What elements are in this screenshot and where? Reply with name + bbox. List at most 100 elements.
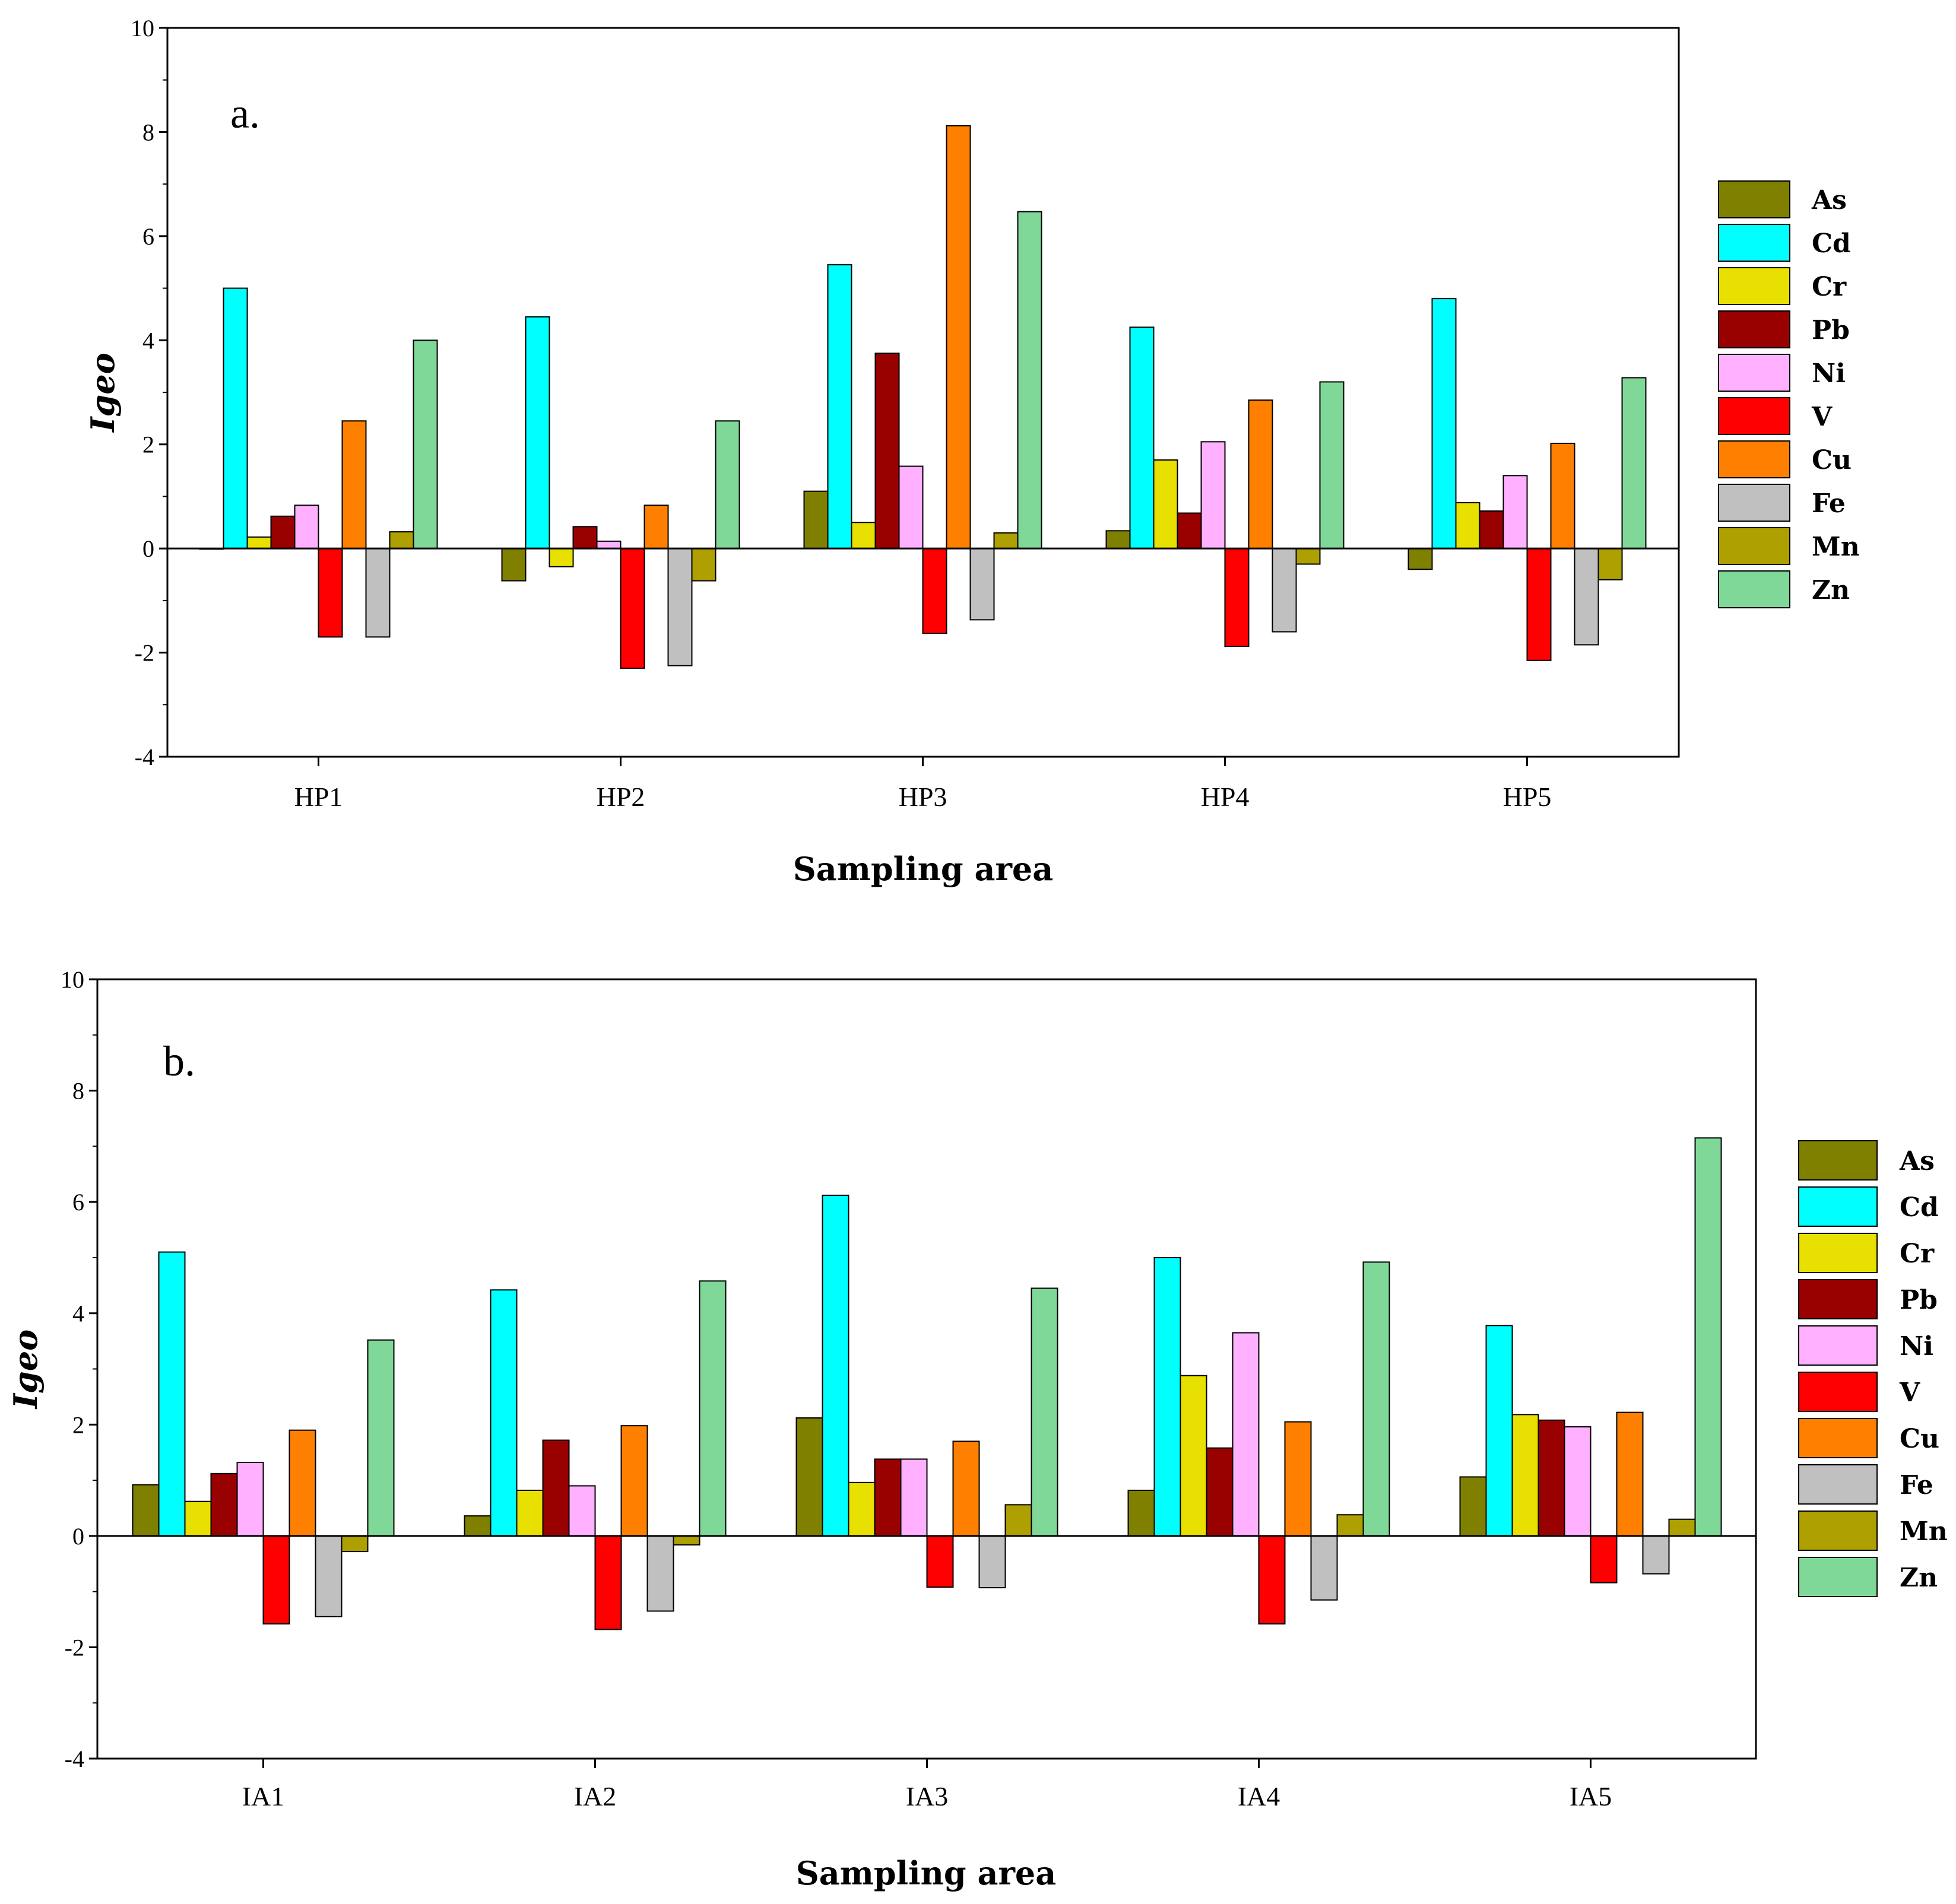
bar-cr [1511, 1414, 1539, 1537]
bar-cu [1248, 399, 1273, 550]
legend-swatch-cd [1798, 1186, 1878, 1227]
bar-fe [1642, 1535, 1670, 1575]
bar-cr [246, 536, 272, 550]
y-tick-label: -4 [135, 744, 154, 770]
bar-ni [898, 465, 924, 550]
bar-cu [1616, 1411, 1644, 1537]
bar-cu [289, 1429, 316, 1537]
chart-panel-b: b. -4 -2 0 2 4 6 8 10 Igeo Sampling area IA1 IA2 IA3… [7, 966, 1948, 1892]
bar-cd [827, 264, 852, 550]
legend-label: Fe [1812, 488, 1846, 519]
bar-pb [210, 1473, 238, 1537]
bar-cd [525, 316, 550, 550]
bar-cu [1284, 1421, 1312, 1537]
x-tick-label: HP4 [1201, 782, 1250, 812]
panel-label: b. [163, 1037, 195, 1085]
legend-swatch-pb [1718, 310, 1790, 348]
bar-cd [1129, 326, 1155, 550]
legend-swatch-fe [1798, 1464, 1878, 1505]
bar-mn [1004, 1504, 1032, 1537]
y-tick-label: 6 [142, 223, 154, 250]
legend-label: Pb [1812, 315, 1850, 345]
bar-cr [851, 522, 876, 550]
y-tick-label: 6 [72, 1189, 84, 1216]
bar-mn [1668, 1518, 1696, 1537]
bar-zn [413, 339, 438, 550]
legend-swatch-cd [1718, 224, 1790, 262]
bar-cr [1180, 1375, 1207, 1537]
bar-pb [874, 1458, 902, 1537]
y-tick-label: 0 [72, 1523, 84, 1550]
legend-swatch-cu [1798, 1418, 1878, 1458]
bar-cr [1153, 459, 1178, 550]
bar-zn [1621, 377, 1647, 550]
bar-ni [900, 1458, 928, 1537]
bar-cd [158, 1251, 186, 1537]
legend-label: Pb [1900, 1285, 1938, 1315]
bar-pb [1479, 510, 1504, 550]
x-tick-label: HP3 [899, 782, 947, 812]
x-tick-label: HP1 [294, 782, 343, 812]
legend-label: Cr [1900, 1239, 1935, 1269]
bar-mn [993, 532, 1019, 550]
legend-swatch-cr [1718, 267, 1790, 305]
bar-zn [1694, 1137, 1722, 1537]
bar-as [803, 490, 829, 550]
legend-swatch-cu [1718, 440, 1790, 478]
bar-mn [1597, 548, 1623, 580]
bar-pb [572, 526, 598, 550]
legend-label: As [1811, 185, 1847, 215]
legend-label: As [1899, 1146, 1935, 1176]
bar-as [1459, 1476, 1487, 1537]
legend-swatch-mn [1718, 527, 1790, 565]
bar-zn [1017, 211, 1042, 550]
y-tick-label: -2 [65, 1634, 84, 1661]
bar-pb [1206, 1447, 1234, 1537]
bar-zn [1319, 381, 1345, 550]
legend: As Cd Cr Pb Ni V Cu Fe Mn Zn [1718, 180, 1860, 608]
legend-label: Cu [1812, 445, 1852, 475]
bar-cr [1455, 502, 1481, 550]
x-tick-label: HP5 [1503, 782, 1552, 812]
bar-v [1590, 1535, 1618, 1584]
y-tick-label: 8 [72, 1078, 84, 1105]
bar-mn [691, 548, 717, 582]
bar-zn [1362, 1261, 1390, 1537]
bar-ni [1232, 1332, 1260, 1537]
y-axis-title: Igeo [7, 1329, 45, 1410]
panel-label: a. [230, 90, 260, 137]
bar-ni [568, 1485, 596, 1537]
bar-fe [978, 1535, 1006, 1589]
bar-mn [341, 1535, 369, 1553]
legend-label: Zn [1900, 1563, 1938, 1593]
bar-cu [1550, 442, 1575, 550]
bar-ni [1200, 441, 1226, 550]
bar-fe [1574, 548, 1599, 646]
x-axis-title: Sampling area [793, 850, 1054, 888]
bar-pb [874, 353, 900, 550]
bar-pb [1177, 512, 1202, 550]
bar-as [795, 1417, 823, 1537]
bar-cd [223, 287, 248, 550]
y-tick-label: 8 [142, 119, 154, 145]
bar-v [1258, 1535, 1286, 1625]
bar-cd [490, 1289, 518, 1537]
bar-cd [1485, 1325, 1513, 1537]
bar-fe [667, 548, 693, 667]
bar-cr [549, 548, 574, 567]
bar-as [132, 1484, 160, 1537]
bar-fe [1272, 548, 1297, 633]
bar-v [1224, 548, 1250, 648]
legend-label: Cd [1812, 229, 1851, 259]
legend: As Cd Cr Pb Ni V Cu Fe Mn Zn [1798, 1140, 1948, 1597]
bar-zn [715, 420, 740, 550]
legend-label: Cr [1812, 272, 1847, 302]
x-tick-label: IA2 [574, 1781, 617, 1811]
legend-label: Cd [1900, 1192, 1939, 1223]
y-tick-label: 10 [131, 15, 154, 42]
bar-cr [516, 1489, 544, 1537]
legend-swatch-ni [1718, 354, 1790, 392]
bar-as [1407, 548, 1433, 570]
bar-cd [1431, 298, 1457, 550]
